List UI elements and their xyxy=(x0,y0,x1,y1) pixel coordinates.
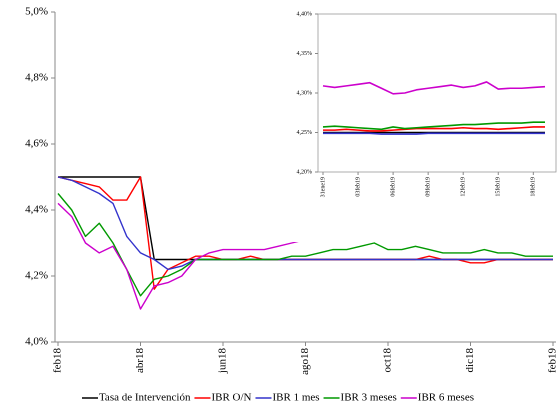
y-tick-label: 4,20% xyxy=(297,169,313,175)
x-tick-label: jun18 xyxy=(217,348,229,375)
x-tick-label: 18feb19 xyxy=(530,177,537,197)
x-tick-label: 03feb19 xyxy=(354,177,361,197)
legend-label: IBR 3 meses xyxy=(341,392,397,404)
y-tick-label: 4,6% xyxy=(25,138,48,150)
x-tick-label: feb19 xyxy=(547,348,559,374)
x-tick-label: 31ene19 xyxy=(320,177,326,197)
y-tick-label: 4,25% xyxy=(297,130,313,136)
legend-label: IBR O/N xyxy=(211,392,251,404)
y-tick-label: 4,30% xyxy=(297,90,313,96)
x-tick-label: ago18 xyxy=(299,348,311,375)
x-tick-label: feb18 xyxy=(52,348,64,374)
x-tick-label: abr18 xyxy=(134,348,146,374)
y-tick-label: 4,4% xyxy=(25,204,48,216)
series-line xyxy=(323,126,545,132)
y-tick-label: 4,35% xyxy=(297,51,313,57)
x-tick-label: 09feb19 xyxy=(425,177,432,197)
series-line xyxy=(57,193,553,297)
y-tick-label: 4,40% xyxy=(297,11,313,17)
legend-label: IBR 6 meses xyxy=(418,392,474,404)
x-tick-label: 15feb19 xyxy=(495,177,502,197)
x-tick-label: 12feb19 xyxy=(460,177,467,197)
series-line xyxy=(322,81,546,95)
inset-background xyxy=(283,6,560,242)
legend-label: IBR 1 mes xyxy=(272,392,319,404)
series-line xyxy=(57,176,553,271)
y-tick-label: 5,0% xyxy=(25,6,48,18)
y-tick-label: 4,0% xyxy=(25,336,48,348)
series-line xyxy=(323,132,545,135)
y-tick-label: 4,8% xyxy=(25,72,48,84)
x-tick-label: dic18 xyxy=(464,348,476,373)
x-tick-label: oct18 xyxy=(382,348,394,373)
x-tick-label: 06feb19 xyxy=(389,177,396,197)
series-line xyxy=(322,121,545,131)
legend-label: Tasa de Intervención xyxy=(99,392,191,404)
y-tick-label: 4,2% xyxy=(25,270,48,282)
